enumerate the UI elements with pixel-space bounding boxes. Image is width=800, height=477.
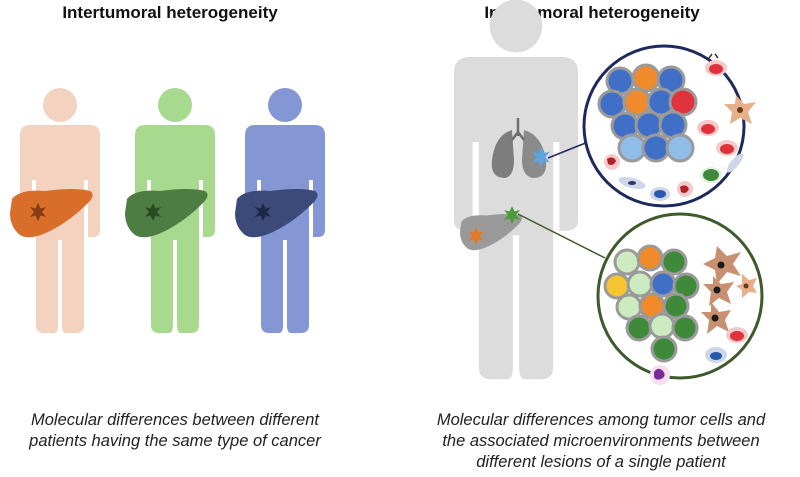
intertumoral-heading: Intertumoral heterogeneity: [62, 3, 278, 22]
intratumoral-caption-line-1: Molecular differences among tumor cells …: [436, 411, 766, 429]
single-patient: [454, 0, 578, 380]
intertumoral-caption-line-1: Molecular differences between different: [31, 411, 319, 429]
lung-lesion-zoom: [582, 44, 756, 208]
patient-3: [235, 88, 325, 333]
intertumoral-caption-line-2: patients having the same type of cancer: [29, 432, 321, 450]
lungs: [491, 118, 547, 178]
liver-lesion-zoom: [596, 212, 764, 385]
intratumoral-caption-line-2: the associated microenvironments between: [442, 432, 760, 450]
patient-2: [125, 88, 215, 333]
intertumoral-caption: Molecular differences between different …: [0, 410, 350, 452]
intratumoral-caption-line-3: different lesions of a single patient: [476, 453, 726, 471]
intratumoral-caption: Molecular differences among tumor cells …: [410, 410, 792, 473]
patient-1: [10, 88, 100, 333]
